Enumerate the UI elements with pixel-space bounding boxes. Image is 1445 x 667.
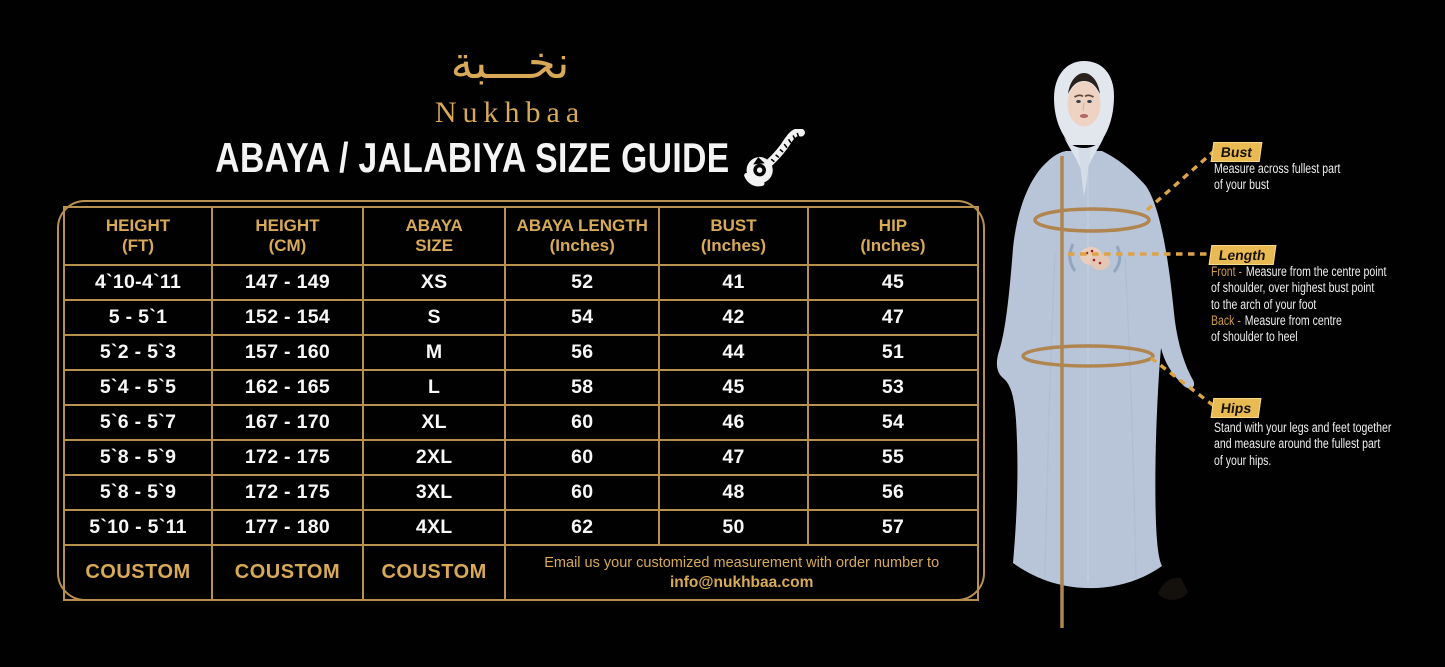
size-cell: 5`8 - 5`9 <box>62 474 214 511</box>
size-cell: 2XL <box>361 439 507 476</box>
size-cell: 4`10-4`11 <box>62 264 214 301</box>
measuring-tape-icon <box>744 129 806 187</box>
size-cell: 5`2 - 5`3 <box>62 334 214 371</box>
size-cell: 177 - 180 <box>211 509 364 546</box>
size-cell: 50 <box>657 509 809 546</box>
size-cell: 60 <box>504 474 660 511</box>
size-cell: 57 <box>806 509 980 546</box>
page-title: ABAYA / JALABIYA SIZE GUIDE <box>214 134 730 181</box>
hips-dashed-connector <box>1149 356 1216 408</box>
model-hair <box>1068 73 1100 94</box>
size-cell: 162 - 165 <box>211 369 364 406</box>
size-cell: 62 <box>504 509 660 546</box>
model-photo <box>996 61 1216 628</box>
size-cell: 47 <box>657 439 809 476</box>
size-row-3xl: 5`8 - 5`9 172 - 175 3XL 60 48 56 <box>62 474 980 511</box>
model-shoe <box>1158 577 1188 600</box>
size-cell: 147 - 149 <box>211 264 364 301</box>
email-address: info@nukhbaa.com <box>670 573 814 591</box>
size-cell: 42 <box>657 299 809 336</box>
bust-dashed-connector <box>1145 150 1215 212</box>
brand-name: Nukhbaa <box>434 96 586 129</box>
col-abaya-length: ABAYA LENGTH (Inches) <box>504 206 660 266</box>
length-back-prefix: Back - <box>1211 312 1241 328</box>
size-cell: 56 <box>504 334 660 371</box>
length-label-badge: Length <box>1208 245 1277 265</box>
size-cell: 5`6 - 5`7 <box>62 404 214 441</box>
size-cell: L <box>361 369 507 406</box>
length-annotation-text: Front - Measure from the centre point of … <box>1211 264 1387 345</box>
size-row-4xl: 5`10 - 5`11 177 - 180 4XL 62 50 57 <box>62 509 980 546</box>
size-table: HEIGHT (FT) HEIGHT (CM) ABAYA SIZE ABAYA LE… <box>62 206 980 601</box>
bust-label-badge: Bust <box>1210 142 1263 162</box>
size-cell: 167 - 170 <box>211 404 364 441</box>
size-cell: 46 <box>657 404 809 441</box>
size-cell: 54 <box>504 299 660 336</box>
custom-row: COUSTOM COUSTOM COUSTOM Email us your cu… <box>62 544 979 601</box>
custom-email-cell: Email us your customized measurement wit… <box>504 544 979 601</box>
size-cell: 56 <box>806 474 980 511</box>
size-cell: 172 - 175 <box>211 474 364 511</box>
size-row-xs: 4`10-4`11 147 - 149 XS 52 41 45 <box>62 264 980 301</box>
col-height-cm: HEIGHT (CM) <box>211 206 364 266</box>
size-cell: 41 <box>657 264 809 301</box>
hips-annotation-text: Stand with your legs and feet together a… <box>1214 420 1392 468</box>
size-cell: S <box>361 299 507 336</box>
size-cell: 3XL <box>361 474 507 511</box>
custom-height-cm: COUSTOM <box>211 544 364 601</box>
size-cell: 45 <box>657 369 809 406</box>
header-row: HEIGHT (FT) HEIGHT (CM) ABAYA SIZE ABAYA LE… <box>62 206 980 266</box>
size-row-s: 5 - 5`1 152 - 154 S 54 42 47 <box>62 299 980 336</box>
hips-label-badge: Hips <box>1210 398 1262 418</box>
size-table-frame: HEIGHT (FT) HEIGHT (CM) ABAYA SIZE ABAYA LE… <box>57 200 985 601</box>
size-cell: 5`10 - 5`11 <box>62 509 214 546</box>
size-cell: 51 <box>806 334 980 371</box>
custom-abaya-size: COUSTOM <box>361 544 507 601</box>
size-cell: M <box>361 334 507 371</box>
size-cell: 52 <box>504 264 660 301</box>
size-row-l: 5`4 - 5`5 162 - 165 L 58 45 53 <box>62 369 980 406</box>
size-cell: 45 <box>806 264 980 301</box>
size-cell: 58 <box>504 369 660 406</box>
size-cell: XS <box>361 264 507 301</box>
col-hip: HIP (Inches) <box>806 206 980 266</box>
size-cell: 152 - 154 <box>211 299 364 336</box>
size-cell: 157 - 160 <box>211 334 364 371</box>
custom-height-ft: COUSTOM <box>62 544 214 601</box>
brand-arabic-logo: نخـــبة <box>450 36 570 89</box>
hips-measure-line <box>1021 344 1155 368</box>
abaya-robe <box>996 151 1195 589</box>
size-cell: 5`4 - 5`5 <box>62 369 214 406</box>
length-front-prefix: Front - <box>1211 264 1243 279</box>
bust-measure-line <box>1033 207 1151 233</box>
size-cell: 48 <box>657 474 809 511</box>
title-row: ABAYA / JALABIYA SIZE GUIDE <box>40 129 980 187</box>
bust-annotation-text: Measure across fullest part of your bust <box>1214 161 1341 193</box>
size-cell: 54 <box>806 404 980 441</box>
size-cell: 55 <box>806 439 980 476</box>
size-cell: 4XL <box>361 509 507 546</box>
size-cell: 5`8 - 5`9 <box>62 439 214 476</box>
size-cell: 47 <box>806 299 980 336</box>
col-abaya-size: ABAYA SIZE <box>361 206 507 266</box>
size-cell: 60 <box>504 439 660 476</box>
col-height-ft: HEIGHT (FT) <box>62 206 214 266</box>
email-note: Email us your customized measurement wit… <box>544 554 940 571</box>
size-cell: 60 <box>504 404 660 441</box>
model-lips <box>1079 114 1089 118</box>
col-bust: BUST (Inches) <box>657 206 809 266</box>
size-row-m: 5`2 - 5`3 157 - 160 M 56 44 51 <box>62 334 980 371</box>
size-row-xl: 5`6 - 5`7 167 - 170 XL 60 46 54 <box>62 404 980 441</box>
size-cell: XL <box>361 404 507 441</box>
size-cell: 44 <box>657 334 809 371</box>
size-cell: 53 <box>806 369 980 406</box>
size-row-2xl: 5`8 - 5`9 172 - 175 2XL 60 47 55 <box>62 439 980 476</box>
size-cell: 172 - 175 <box>211 439 364 476</box>
size-cell: 5 - 5`1 <box>62 299 214 336</box>
